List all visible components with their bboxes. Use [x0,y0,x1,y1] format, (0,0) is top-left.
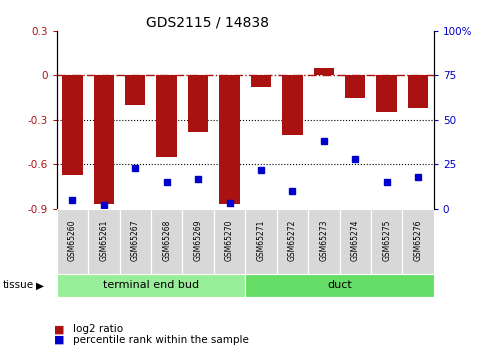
Text: GSM65274: GSM65274 [351,219,360,261]
Bar [408,76,428,108]
Bar [125,76,145,105]
Text: GSM65269: GSM65269 [194,219,203,261]
Text: percentile rank within the sample: percentile rank within the sample [73,335,249,345]
Text: ■: ■ [54,335,65,345]
Text: GSM65268: GSM65268 [162,219,171,261]
Text: GSM65260: GSM65260 [68,219,77,261]
Bar [214,209,246,274]
Bar [156,76,177,157]
Bar [57,209,88,274]
Text: GSM65271: GSM65271 [256,219,266,261]
Text: tissue: tissue [2,280,34,290]
Bar [282,76,303,135]
Text: GDS2115 / 14838: GDS2115 / 14838 [145,16,269,30]
Bar [94,76,114,204]
Text: GSM65270: GSM65270 [225,219,234,261]
Bar [340,209,371,274]
Text: terminal end bud: terminal end bud [103,280,199,290]
Bar [277,209,308,274]
Bar [308,209,340,274]
Text: GSM65272: GSM65272 [288,219,297,261]
Bar [188,76,209,132]
Text: log2 ratio: log2 ratio [73,325,123,334]
Bar [377,76,397,112]
Bar [245,209,277,274]
Bar [57,274,245,297]
Text: GSM65267: GSM65267 [131,219,140,261]
Bar [151,209,182,274]
Bar [251,76,271,87]
Bar [219,76,240,204]
Bar [88,209,119,274]
Bar [402,209,434,274]
Bar [182,209,214,274]
Text: ■: ■ [54,325,65,334]
Text: duct: duct [327,280,352,290]
Text: GSM65275: GSM65275 [382,219,391,261]
Bar [245,274,434,297]
Bar [119,209,151,274]
Text: GSM65261: GSM65261 [99,219,108,261]
Bar [62,76,83,175]
Bar [345,76,365,98]
Text: ▶: ▶ [35,280,43,290]
Bar [314,68,334,76]
Bar [371,209,402,274]
Text: GSM65273: GSM65273 [319,219,328,261]
Text: GSM65276: GSM65276 [414,219,423,261]
